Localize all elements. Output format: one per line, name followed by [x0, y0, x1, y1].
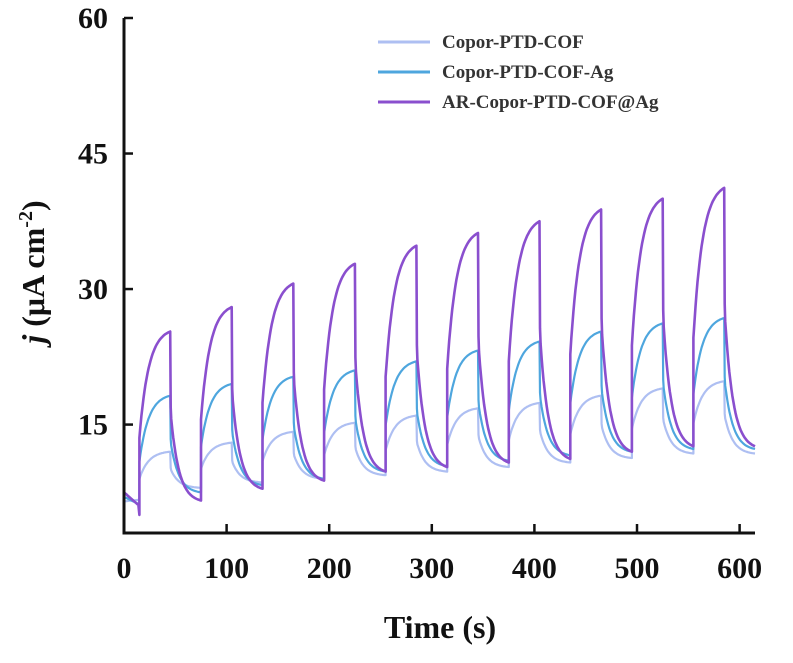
x-tick-label-500: 500: [615, 552, 660, 585]
x-tick-label-600: 600: [717, 552, 762, 585]
y-tick-label-60: 60: [78, 2, 108, 35]
x-tick-label-0: 0: [117, 552, 132, 585]
y-axis-title-exponent: -2: [15, 211, 37, 228]
x-tick-label-100: 100: [204, 552, 249, 585]
legend: Copor-PTD-COF Copor-PTD-COF-Ag AR-Copor-PT…: [378, 32, 659, 113]
axes: [122, 16, 755, 535]
y-axis-title-unit: (μA cm: [15, 227, 51, 326]
y-axis-title-close: ): [15, 200, 51, 211]
series-line-2: [123, 316, 756, 511]
legend-label-2: Copor-PTD-COF-Ag: [442, 62, 614, 83]
y-tick-label-30: 30: [78, 273, 108, 306]
y-tick-label-45: 45: [78, 138, 108, 171]
x-axis-title: Time (s): [384, 609, 496, 645]
legend-label-1: Copor-PTD-COF: [442, 32, 584, 53]
series-line-3: [123, 186, 756, 517]
x-tick-label-300: 300: [409, 552, 454, 585]
series-layer: [123, 186, 756, 517]
x-tick-label-400: 400: [512, 552, 557, 585]
tick-labels: 0 100 200 300 400 500 600 15 30 45 60: [78, 2, 762, 585]
legend-label-3: AR-Copor-PTD-COF@Ag: [442, 92, 659, 113]
y-tick-label-15: 15: [78, 409, 108, 442]
series-line-1: [123, 380, 756, 503]
y-axis-title-symbol: j: [15, 335, 51, 349]
x-tick-label-200: 200: [307, 552, 352, 585]
y-axis-title: j (μA cm-2): [15, 200, 51, 348]
